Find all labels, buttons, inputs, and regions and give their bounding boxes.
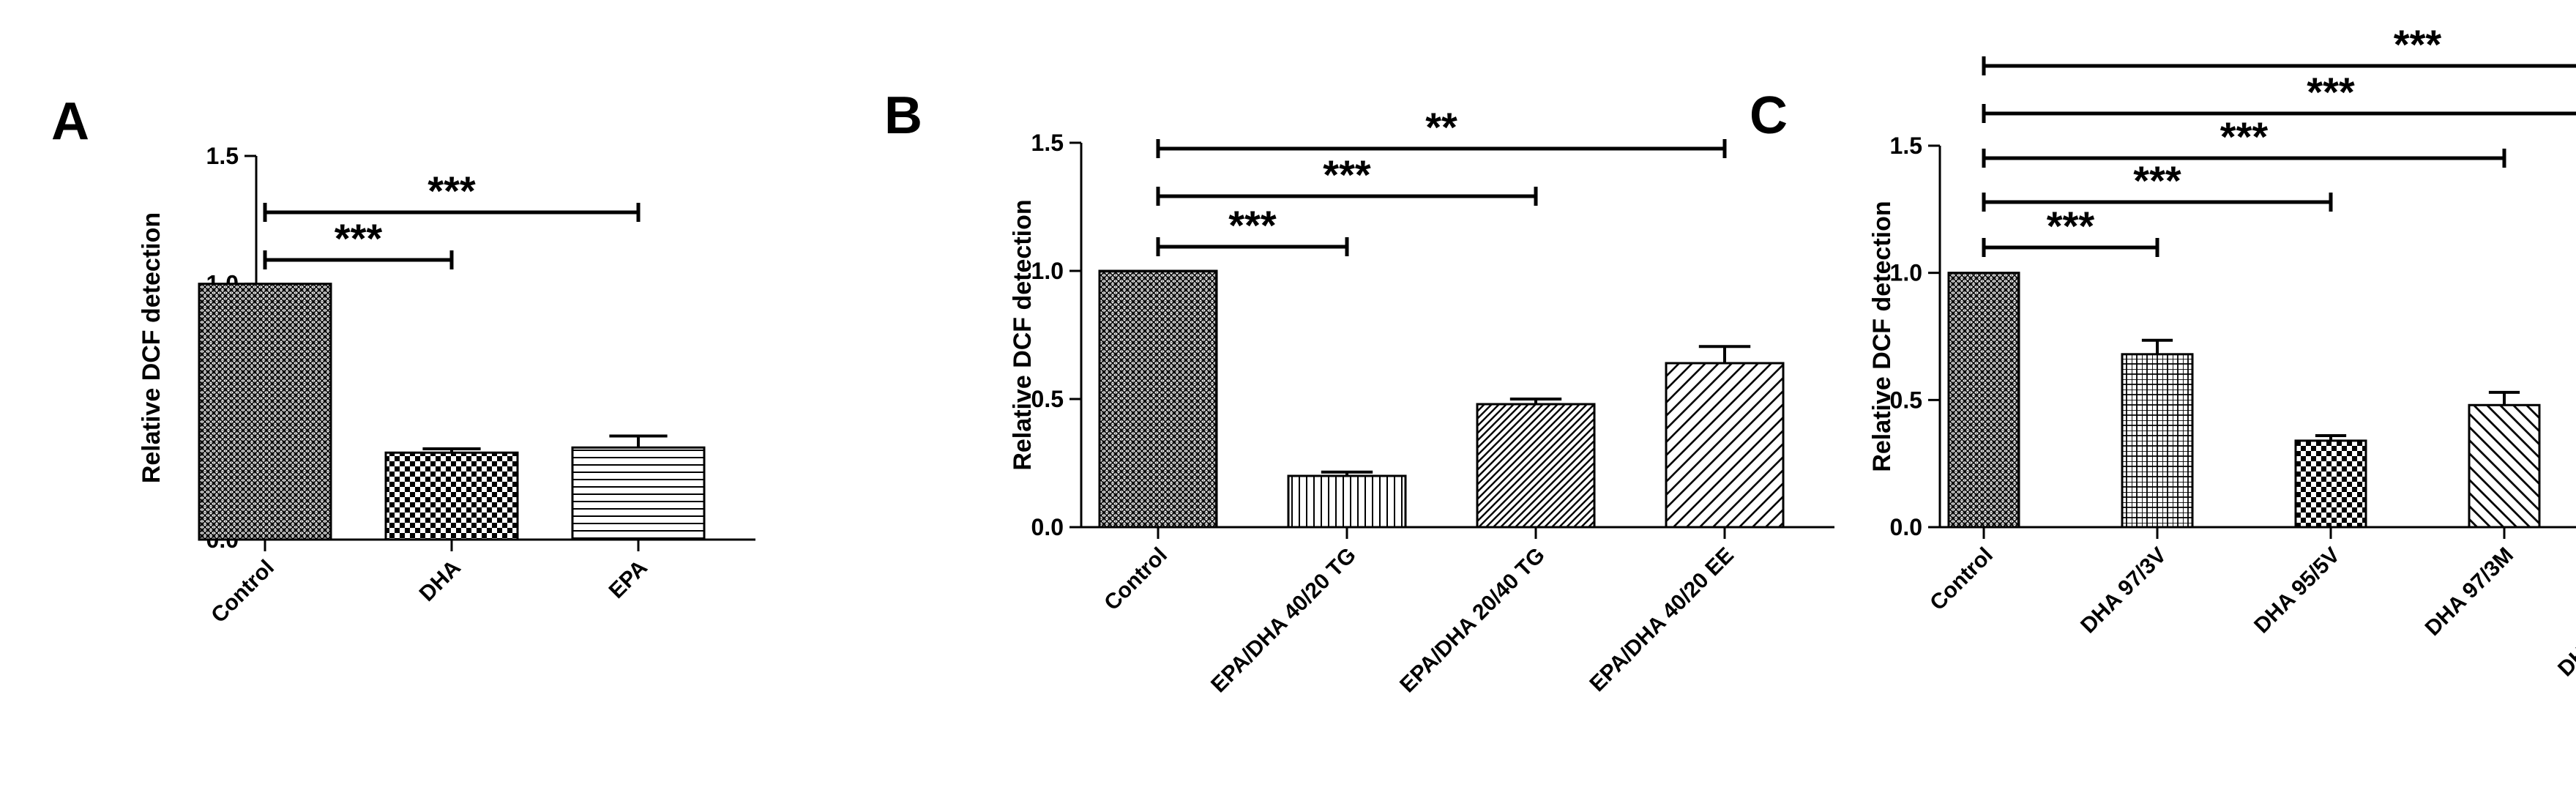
significance-label: *** [2394, 21, 2442, 67]
y-tick-label: 1.5 [206, 143, 239, 169]
category-label: Control [1925, 543, 1998, 616]
bar [1665, 362, 1785, 529]
significance-label: *** [1323, 152, 1371, 198]
significance-label: *** [2133, 157, 2181, 204]
category-label: EPA/DHA 20/40 TG [1395, 543, 1550, 698]
category-label: DHA [415, 556, 466, 606]
y-tick-label: 0.0 [1031, 514, 1064, 540]
significance-label: *** [335, 215, 383, 261]
y-tick-label: 1.0 [1031, 258, 1064, 284]
panel-c: C 0.0 0.5 1.0 1.5 Relative DCF detection Contr… [1750, 21, 2576, 681]
bar [1947, 272, 2020, 529]
panel-letter: C [1750, 86, 1788, 145]
bar [384, 451, 519, 541]
significance-label: *** [2307, 69, 2355, 115]
y-axis-title: Relative DCF detection [1009, 199, 1037, 470]
bar [1098, 269, 1218, 529]
y-tick-label: 0.0 [1890, 514, 1922, 540]
significance-label: *** [428, 168, 476, 214]
category-label: Control [206, 556, 279, 628]
bar [2121, 353, 2194, 529]
bar [2294, 439, 2367, 529]
category-label: DHA 97/3M [2421, 543, 2518, 641]
significance-label: *** [1228, 202, 1277, 248]
significance-label: *** [2220, 113, 2269, 160]
y-axis-title: Relative DCF detection [1868, 201, 1896, 472]
bar [571, 446, 706, 541]
bar [1476, 403, 1596, 529]
category-label: DHA 97/3V [2076, 543, 2171, 638]
category-label: EPA/DHA 40/20 EE [1585, 543, 1739, 697]
category-label: DHA 97/3 VM 1.5 [2553, 543, 2576, 682]
significance-label: ** [1425, 104, 1457, 150]
bar [198, 283, 332, 541]
y-tick-label: 0.5 [1031, 386, 1064, 412]
panel-letter: A [51, 92, 89, 151]
y-tick-label: 1.0 [1890, 260, 1922, 286]
category-label: EPA/DHA 40/20 TG [1206, 543, 1361, 698]
bar [1287, 474, 1407, 529]
category-label: Control [1100, 543, 1172, 616]
significance-label: *** [2047, 203, 2095, 249]
category-label: DHA 95/5V [2250, 543, 2345, 638]
y-tick-label: 1.5 [1031, 130, 1064, 156]
panel-b: B 0.0 0.5 1.0 1.5 Relative DCF detection Contr… [884, 86, 1834, 697]
bar [2468, 403, 2541, 529]
y-axis-title: Relative DCF detection [138, 212, 165, 483]
category-label: EPA [605, 556, 652, 603]
y-tick-label: 0.5 [1890, 387, 1922, 413]
y-tick-label: 1.5 [1890, 133, 1922, 159]
panel-letter: B [884, 86, 922, 145]
